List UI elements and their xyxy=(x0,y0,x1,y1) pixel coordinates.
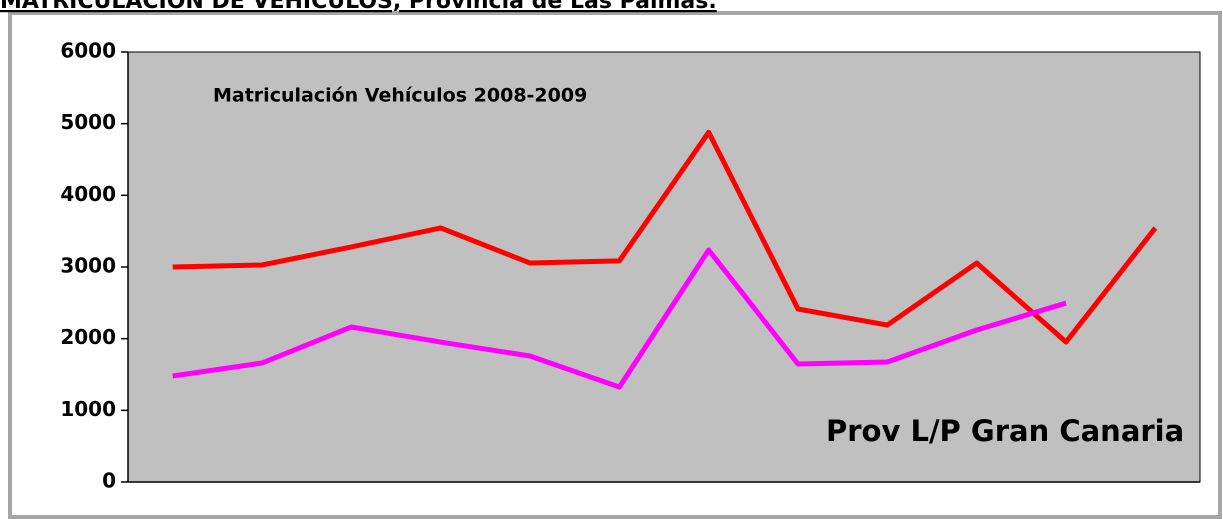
y-tick-label: 3000 xyxy=(60,254,116,278)
y-tick-label: 4000 xyxy=(60,182,116,206)
annotation: Matriculación Vehículos 2008-2009 xyxy=(213,85,587,107)
y-tick-label: 6000 xyxy=(60,39,116,63)
y-tick-label: 5000 xyxy=(60,110,116,134)
annotation: Prov L/P Gran Canaria xyxy=(826,414,1184,448)
chart-title: MATRICULACIÓN DE VEHÍCULOS, Provincia de… xyxy=(0,0,717,14)
plot-background xyxy=(127,51,1201,483)
y-tick-label: 1000 xyxy=(60,397,116,421)
series-line xyxy=(172,129,1158,345)
y-tick-label: 2000 xyxy=(60,325,116,349)
y-tick-label: 0 xyxy=(102,469,116,493)
series-line xyxy=(172,247,1067,390)
